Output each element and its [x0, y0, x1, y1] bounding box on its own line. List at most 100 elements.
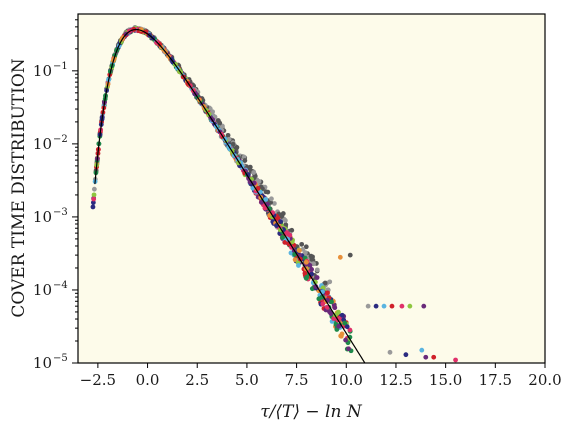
scatter-point	[271, 201, 277, 206]
scatter-point	[275, 215, 281, 221]
scatter-point	[316, 296, 322, 302]
y-tick-exponent: −2	[53, 134, 68, 145]
scatter-point	[381, 303, 387, 309]
x-tick-label: 0.0	[136, 371, 160, 389]
scatter-point	[328, 311, 334, 317]
scatter-point	[217, 120, 223, 126]
scatter-point	[336, 323, 342, 329]
scatter-point	[314, 275, 320, 280]
scatter-point	[339, 312, 345, 318]
scatter-point	[309, 266, 315, 272]
scatter-point	[296, 248, 302, 254]
scatter-point	[320, 301, 326, 307]
scatter-point	[263, 197, 269, 202]
scatter-point	[342, 320, 348, 326]
scatter-point	[407, 303, 413, 309]
scatter-point	[387, 349, 393, 355]
scatter-point	[399, 303, 405, 309]
scatter-point	[90, 200, 96, 205]
scatter-point	[421, 303, 427, 309]
scatter-point	[313, 279, 318, 285]
scatter-point	[91, 192, 97, 198]
scatter-point	[431, 354, 437, 360]
scatter-point	[373, 303, 379, 309]
scatter-point	[304, 274, 310, 280]
scatter-point	[389, 303, 395, 309]
x-tick-label: 15.0	[429, 371, 462, 389]
scatter-point	[365, 303, 371, 309]
scatter-point	[225, 132, 231, 138]
scatter-point	[453, 357, 458, 363]
scatter-point	[234, 145, 240, 150]
y-tick-label: 10	[33, 354, 52, 372]
scatter-point	[314, 267, 320, 273]
y-tick-label: 10	[33, 208, 52, 226]
y-axis-label: COVER TIME DISTRIBUTION	[9, 58, 29, 317]
x-tick-label: 10.0	[330, 371, 363, 389]
y-tick-exponent: −1	[53, 61, 68, 72]
scatter-point	[269, 196, 274, 202]
scatter-point	[247, 164, 253, 170]
scatter-point	[90, 204, 96, 210]
scatter-point	[279, 214, 285, 219]
x-tick-label: 17.5	[479, 371, 512, 389]
scatter-point	[343, 337, 349, 343]
x-axis-label: τ/⟨T⟩ − ln N	[260, 402, 363, 422]
x-tick-label: 7.5	[285, 371, 309, 389]
scatter-point	[242, 158, 248, 163]
x-tick-label: 12.5	[379, 371, 412, 389]
scatter-point	[280, 235, 285, 240]
scatter-point	[347, 327, 353, 333]
scatter-point	[329, 299, 334, 305]
scatter-point	[322, 280, 328, 286]
scatter-point	[327, 279, 333, 285]
plot-frame	[77, 13, 546, 364]
y-tick-label: 10	[33, 281, 52, 299]
scatter-point	[299, 241, 305, 247]
scatter-point	[282, 218, 288, 223]
plot-background	[78, 14, 545, 363]
scatter-point	[251, 170, 257, 175]
scatter-point	[325, 290, 330, 296]
y-tick-exponent: −5	[53, 353, 68, 364]
scatter-point	[311, 261, 316, 267]
x-tick-label: −2.5	[80, 371, 116, 389]
scatter-point	[338, 333, 344, 339]
scatter-point	[263, 189, 269, 195]
scatter-point	[303, 259, 309, 265]
scatter-point	[336, 309, 341, 315]
y-tick-exponent: −3	[53, 207, 68, 218]
scatter-point	[419, 347, 425, 353]
scatter-point	[344, 324, 350, 330]
scatter-point	[309, 256, 315, 262]
scatter-point	[423, 354, 429, 360]
scatter-point	[278, 219, 283, 225]
y-axis-ticks: 10−510−410−310−210−1	[33, 19, 78, 372]
y-tick-exponent: −4	[53, 280, 68, 291]
scatter-point	[230, 141, 236, 147]
scatter-point	[259, 199, 264, 205]
scatter-point	[302, 271, 308, 276]
y-tick-label: 10	[33, 62, 52, 80]
scatter-point	[285, 231, 291, 237]
scatter-point	[346, 346, 351, 352]
x-tick-label: 5.0	[235, 371, 259, 389]
scatter-point	[332, 305, 338, 311]
scatter-point	[303, 244, 309, 250]
y-tick-label: 10	[33, 135, 52, 153]
x-axis-ticks: −2.5 0.0 2.5 5.0 7.5 10.0 12.5 15.0 17.5 20.0	[80, 363, 562, 389]
scatter-point	[91, 196, 97, 202]
scatter-point	[347, 252, 353, 258]
scatter-point	[91, 186, 97, 192]
scatter-point	[282, 240, 288, 245]
x-tick-label: 2.5	[185, 371, 209, 389]
x-tick-label: 20.0	[528, 371, 561, 389]
scatter-point	[337, 254, 343, 260]
scatter-point	[292, 257, 298, 263]
scatter-point	[403, 352, 409, 358]
scatter-point	[296, 263, 301, 268]
scatter-point	[302, 250, 308, 256]
fit-curve	[94, 28, 366, 364]
scatter-point	[210, 109, 215, 115]
